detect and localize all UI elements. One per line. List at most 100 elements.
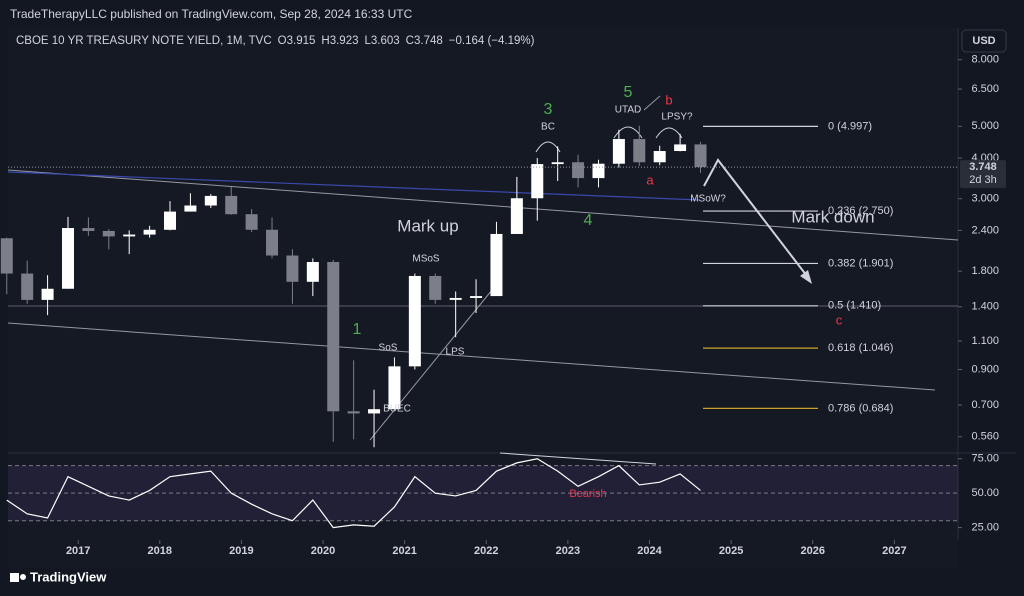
legend-part: O — [278, 35, 287, 47]
candle-body — [551, 162, 564, 165]
currency-button[interactable] — [961, 29, 1007, 53]
rsi-tick-label: 75.00 — [971, 453, 999, 465]
candle-body — [204, 195, 217, 206]
x-tick-label: 2022 — [474, 545, 498, 557]
legend-part: 3.915 — [287, 35, 316, 47]
candle-body — [184, 205, 197, 212]
candle-body — [694, 144, 707, 168]
y-tick-label: 0.560 — [971, 431, 999, 443]
chart-pane — [8, 28, 958, 568]
y-tick-label: 0.700 — [971, 399, 999, 411]
annotation: Mark down — [791, 207, 874, 226]
x-tick-label: 2018 — [148, 545, 172, 557]
x-tick-label: 2021 — [392, 545, 416, 557]
y-tick-label: 0.900 — [971, 363, 999, 375]
annotation: MSoS — [412, 254, 440, 265]
annotation: BC — [541, 122, 555, 133]
brand-logo — [20, 574, 26, 580]
trendline — [7, 171, 701, 201]
brand-logo — [10, 573, 19, 582]
candle-body — [21, 273, 34, 300]
candle-body — [347, 411, 360, 414]
annotation: Mark up — [397, 216, 458, 235]
fib-label: 0.382 (1.901) — [828, 257, 893, 269]
y-tick-label: 1.800 — [971, 265, 999, 277]
candle-body — [266, 229, 279, 256]
annotation: 1 — [353, 321, 362, 338]
countdown: 2d 3h — [969, 174, 997, 186]
candle-body — [531, 164, 544, 199]
candle-body — [470, 296, 483, 298]
brand-name: TradingView — [30, 569, 107, 584]
candle-body — [490, 233, 503, 297]
annotation: 4 — [584, 212, 593, 229]
last-price-box — [960, 160, 1006, 189]
x-tick-label: 2024 — [637, 545, 662, 557]
annotation: b — [665, 92, 672, 107]
candle-body — [429, 275, 442, 300]
legend-part: CBOE 10 YR TREASURY NOTE YIELD, 1M, TVC — [16, 35, 272, 47]
y-tick-label: 5.000 — [971, 120, 999, 132]
x-tick-label: 2027 — [882, 545, 906, 557]
candle-body — [164, 211, 177, 230]
x-tick-label: 2020 — [311, 545, 335, 557]
fib-label: 0 (4.997) — [828, 120, 872, 132]
candle-body — [572, 162, 585, 179]
plot: 8.0006.5005.0004.0003.0002.4001.8001.400… — [0, 54, 1006, 557]
candle-body — [225, 195, 238, 215]
candle-body — [306, 262, 319, 282]
legend-part: C — [406, 35, 414, 47]
fib-label: 0.236 (2.750) — [828, 205, 893, 217]
x-tick-label: 2025 — [719, 545, 743, 557]
legend-part: H — [321, 35, 329, 47]
last-price: 3.748 — [969, 161, 997, 173]
rsi-tick-label: 50.00 — [971, 487, 999, 499]
annotation: c — [836, 312, 843, 327]
candle-body — [612, 139, 625, 164]
arrow-head — [800, 270, 812, 284]
y-tick-label: 3.000 — [971, 193, 999, 205]
legend-part: 3.748 — [414, 35, 443, 47]
y-tick-label: 6.500 — [971, 83, 999, 95]
annotation: 5 — [624, 84, 633, 101]
candle-body — [449, 297, 462, 300]
annotation: MSoW? — [690, 194, 726, 205]
candle-body — [0, 238, 13, 274]
candle-body — [674, 144, 687, 152]
candle-body — [592, 163, 605, 179]
x-tick-label: 2023 — [556, 545, 580, 557]
candle-body — [368, 409, 381, 414]
annotation: BUEC — [383, 404, 411, 415]
annotation: UTAD — [615, 105, 641, 116]
projection-arrow — [703, 158, 811, 281]
legend-part: L — [364, 35, 371, 47]
symbol-legend: CBOE 10 YR TREASURY NOTE YIELD, 1M, TVC O… — [16, 35, 535, 47]
publisher: TradeTherapyLLC published on TradingView… — [10, 7, 413, 21]
annotation: Bearish — [569, 488, 606, 500]
candle-body — [408, 275, 421, 367]
candle-body — [286, 255, 299, 282]
candle-body — [82, 228, 95, 231]
candle-body — [41, 288, 54, 300]
x-tick-label: 2019 — [229, 545, 253, 557]
annotation: LPS — [446, 347, 465, 358]
legend-header: CBOE 10 YR TREASURY NOTE YIELD, 1M, TVC O… — [16, 35, 535, 47]
rsi-line — [6, 458, 701, 529]
annotation: 3 — [544, 101, 553, 118]
candle-body — [510, 198, 523, 234]
fib-label: 0.786 (0.684) — [828, 402, 893, 414]
y-tick-label: 2.400 — [971, 224, 999, 236]
legend-part: 3.603 — [371, 35, 400, 47]
candle-body — [102, 230, 115, 237]
candle-body — [633, 139, 646, 163]
currency[interactable]: USD — [972, 35, 995, 47]
candle-body — [327, 262, 340, 412]
x-tick-label: 2026 — [800, 545, 824, 557]
candle-body — [388, 366, 401, 410]
annotation: SoS — [379, 343, 398, 354]
trendline — [7, 322, 936, 391]
y-tick-label: 1.100 — [971, 335, 999, 347]
fib-label: 0.5 (1.410) — [828, 300, 881, 312]
y-tick-label: 1.400 — [971, 301, 999, 313]
